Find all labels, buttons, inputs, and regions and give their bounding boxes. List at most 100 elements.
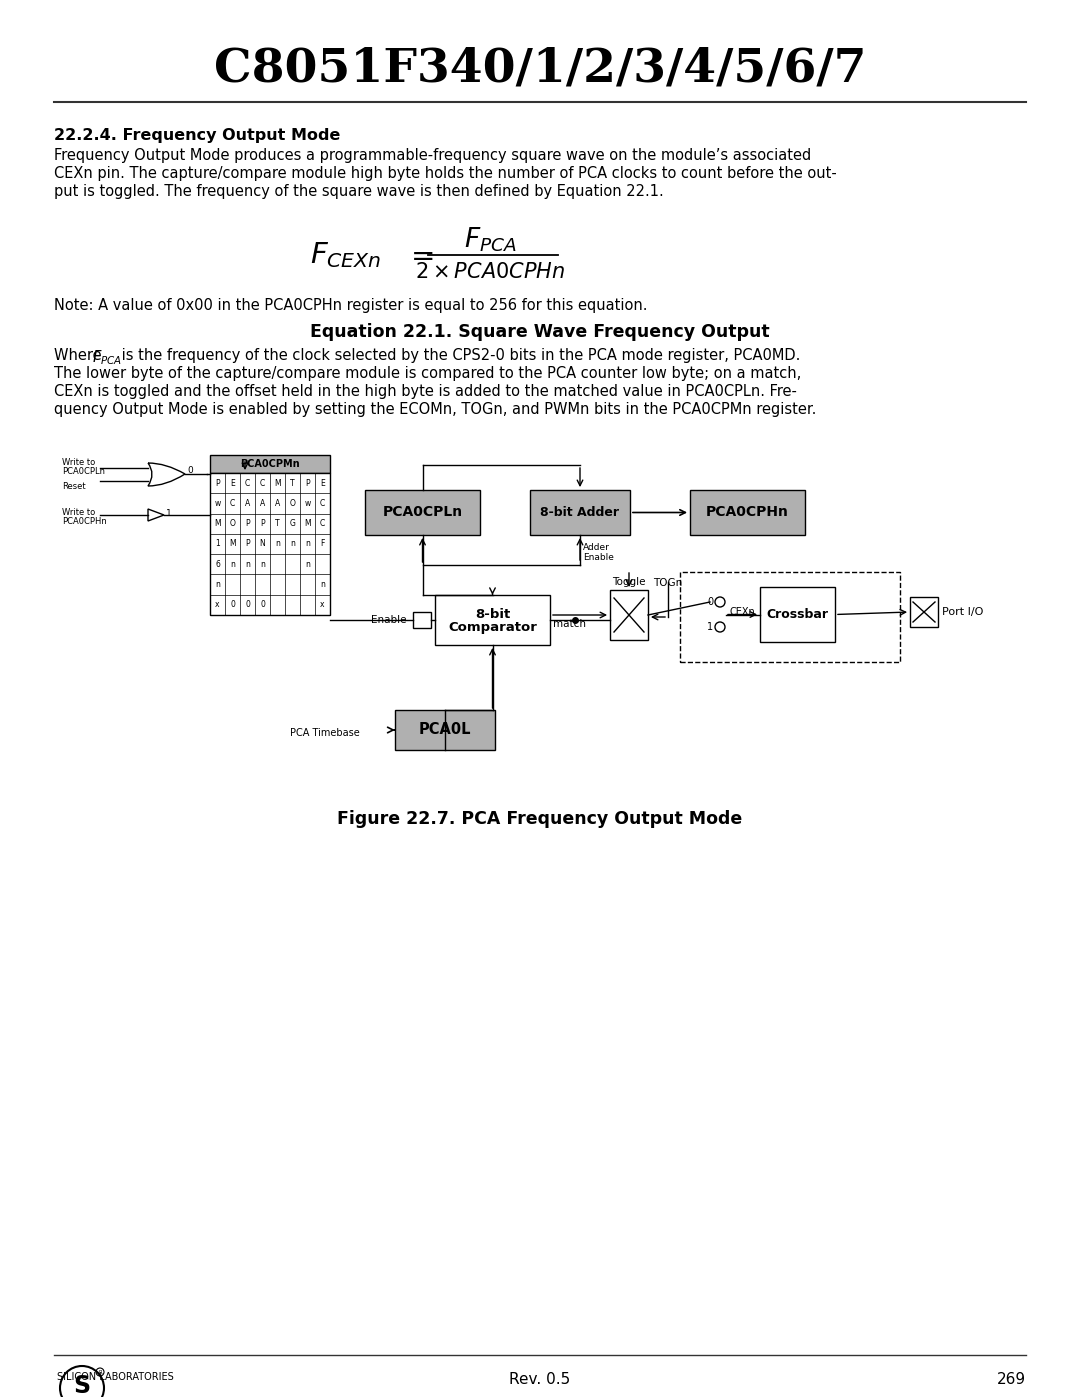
Text: A: A xyxy=(275,499,280,509)
Text: PCA0L: PCA0L xyxy=(419,722,471,738)
Text: n: n xyxy=(245,560,249,569)
Text: x: x xyxy=(215,601,219,609)
Text: CEXn is toggled and the offset held in the high byte is added to the matched val: CEXn is toggled and the offset held in t… xyxy=(54,384,797,400)
Bar xyxy=(610,590,648,640)
Text: $2 \times PCA0CPHn$: $2 \times PCA0CPHn$ xyxy=(415,263,565,282)
Polygon shape xyxy=(148,509,164,521)
Text: Where: Where xyxy=(54,348,106,363)
Text: G: G xyxy=(289,520,296,528)
Text: Write to: Write to xyxy=(62,509,95,517)
Text: Enable: Enable xyxy=(583,553,613,562)
Text: $F_{CEXn}$: $F_{CEXn}$ xyxy=(310,240,381,270)
Text: PCA0CPLn: PCA0CPLn xyxy=(62,467,105,476)
Text: M: M xyxy=(274,479,281,488)
Text: P: P xyxy=(245,539,249,549)
Bar xyxy=(690,490,805,535)
Text: match: match xyxy=(553,619,586,629)
Text: Crossbar: Crossbar xyxy=(767,608,828,622)
Text: 8-bit Adder: 8-bit Adder xyxy=(540,506,620,520)
Text: put is toggled. The frequency of the square wave is then defined by Equation 22.: put is toggled. The frequency of the squ… xyxy=(54,184,664,198)
Text: 1: 1 xyxy=(215,539,220,549)
Text: x: x xyxy=(321,601,325,609)
Text: C: C xyxy=(320,499,325,509)
Text: Toggle: Toggle xyxy=(612,577,646,587)
Text: $=$: $=$ xyxy=(405,242,434,270)
Text: C: C xyxy=(320,520,325,528)
Text: 0: 0 xyxy=(260,601,265,609)
Text: C: C xyxy=(230,499,235,509)
Text: N: N xyxy=(259,539,266,549)
Text: $F_{PCA}$: $F_{PCA}$ xyxy=(92,348,122,366)
Bar xyxy=(413,612,431,629)
Text: M: M xyxy=(229,539,235,549)
Text: w: w xyxy=(214,499,220,509)
Text: PCA0CPHn: PCA0CPHn xyxy=(706,506,788,520)
Text: SILICON LABORATORIES: SILICON LABORATORIES xyxy=(57,1372,174,1382)
Text: E: E xyxy=(320,479,325,488)
Text: O: O xyxy=(230,520,235,528)
Text: Rev. 0.5: Rev. 0.5 xyxy=(510,1372,570,1387)
Text: is the frequency of the clock selected by the CPS2-0 bits in the PCA mode regist: is the frequency of the clock selected b… xyxy=(117,348,800,363)
Text: P: P xyxy=(306,479,310,488)
Text: The lower byte of the capture/compare module is compared to the PCA counter low : The lower byte of the capture/compare mo… xyxy=(54,366,801,381)
Text: M: M xyxy=(214,520,220,528)
Text: n: n xyxy=(305,539,310,549)
Bar xyxy=(760,587,835,643)
Text: Reset: Reset xyxy=(62,482,85,490)
Text: n: n xyxy=(305,560,310,569)
Text: PCA Timebase: PCA Timebase xyxy=(291,728,360,738)
Text: $F_{PCA}$: $F_{PCA}$ xyxy=(463,226,516,254)
Text: E: E xyxy=(230,479,234,488)
Text: 6: 6 xyxy=(215,560,220,569)
Bar xyxy=(210,455,330,474)
Text: F: F xyxy=(321,539,325,549)
Text: 0: 0 xyxy=(187,467,193,475)
Text: S: S xyxy=(73,1375,91,1397)
Text: quency Output Mode is enabled by setting the ECOMn, TOGn, and PWMn bits in the P: quency Output Mode is enabled by setting… xyxy=(54,402,816,416)
Text: n: n xyxy=(260,560,265,569)
Text: PCA0CPHn: PCA0CPHn xyxy=(62,517,107,527)
Text: R: R xyxy=(98,1369,102,1375)
Text: n: n xyxy=(275,539,280,549)
Text: P: P xyxy=(260,520,265,528)
Text: 0: 0 xyxy=(245,601,249,609)
Bar xyxy=(395,710,495,750)
Text: Enable: Enable xyxy=(372,615,406,624)
Text: w: w xyxy=(305,499,311,509)
Bar xyxy=(680,571,900,662)
Text: Equation 22.1. Square Wave Frequency Output: Equation 22.1. Square Wave Frequency Out… xyxy=(310,323,770,341)
Text: M: M xyxy=(305,520,311,528)
Text: 0: 0 xyxy=(230,601,235,609)
Text: PCA0CPMn: PCA0CPMn xyxy=(240,460,300,469)
Text: C: C xyxy=(260,479,265,488)
Text: 1: 1 xyxy=(166,509,172,518)
Text: 22.2.4. Frequency Output Mode: 22.2.4. Frequency Output Mode xyxy=(54,129,340,142)
Bar xyxy=(435,595,550,645)
Bar xyxy=(910,597,939,627)
Text: n: n xyxy=(291,539,295,549)
Text: Figure 22.7. PCA Frequency Output Mode: Figure 22.7. PCA Frequency Output Mode xyxy=(337,810,743,828)
Text: CEXn pin. The capture/compare module high byte holds the number of PCA clocks to: CEXn pin. The capture/compare module hig… xyxy=(54,166,837,182)
Text: CEXn: CEXn xyxy=(730,608,756,617)
Text: 1: 1 xyxy=(707,622,713,631)
Bar xyxy=(530,490,630,535)
Text: C8051F340/1/2/3/4/5/6/7: C8051F340/1/2/3/4/5/6/7 xyxy=(214,45,866,91)
Bar xyxy=(365,490,480,535)
Text: n: n xyxy=(215,580,220,590)
Text: 269: 269 xyxy=(997,1372,1026,1387)
Text: A: A xyxy=(245,499,251,509)
Bar xyxy=(210,474,330,615)
Text: 0: 0 xyxy=(707,597,713,608)
Text: Write to: Write to xyxy=(62,458,95,467)
Text: P: P xyxy=(215,479,220,488)
Text: Port I/O: Port I/O xyxy=(942,608,984,617)
Text: P: P xyxy=(245,520,249,528)
Text: Frequency Output Mode produces a programmable-frequency square wave on the modul: Frequency Output Mode produces a program… xyxy=(54,148,811,163)
Text: n: n xyxy=(320,580,325,590)
Text: TOGn: TOGn xyxy=(653,578,683,588)
Text: 8-bit: 8-bit xyxy=(475,608,510,620)
Text: O: O xyxy=(289,499,296,509)
Text: Note: A value of 0x00 in the PCA0CPHn register is equal to 256 for this equation: Note: A value of 0x00 in the PCA0CPHn re… xyxy=(54,298,648,313)
Text: A: A xyxy=(260,499,265,509)
Circle shape xyxy=(60,1366,104,1397)
